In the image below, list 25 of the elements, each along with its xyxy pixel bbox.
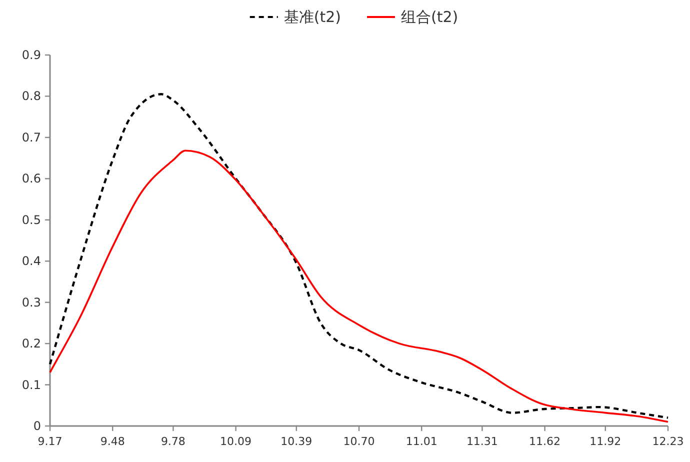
y-tick-label: 0.7: [22, 130, 41, 144]
x-tick-label: 11.01: [406, 435, 438, 448]
x-tick-label: 10.39: [280, 435, 312, 448]
x-tick-label: 10.70: [343, 435, 375, 448]
y-tick-label: 0.4: [22, 254, 41, 268]
y-tick-label: 0.1: [22, 378, 41, 392]
x-tick-label: 9.48: [100, 435, 125, 448]
y-tick-label: 0.2: [22, 336, 41, 351]
x-tick-label: 9.17: [38, 435, 62, 448]
y-tick-label: 0.3: [22, 295, 41, 310]
y-tick-label: 0.5: [22, 212, 41, 227]
line-series: [48, 93, 670, 419]
y-tick-label: 0.8: [22, 89, 41, 104]
y-tick-label: 0: [33, 419, 41, 433]
x-tick-label: 11.92: [590, 435, 622, 448]
x-tick-label: 9.78: [160, 435, 186, 448]
legend-label: 基准(t2): [284, 8, 341, 26]
y-tick-label: 0.9: [22, 48, 41, 62]
legend-label: 组合(t2): [401, 8, 458, 26]
x-tick-label: 11.62: [529, 435, 561, 448]
x-tick-label: 10.09: [220, 435, 252, 448]
y-tick-label: 0.6: [22, 172, 41, 186]
line-series: [49, 150, 669, 423]
x-tick-label: 11.31: [466, 435, 498, 448]
x-tick-label: 12.23: [652, 435, 684, 448]
